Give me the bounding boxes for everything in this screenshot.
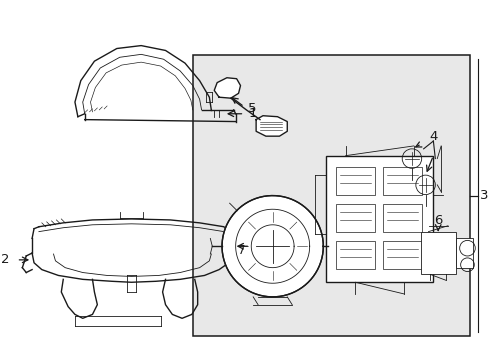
Bar [335,167,374,195]
Text: 2: 2 [1,253,10,266]
Text: 3: 3 [479,189,488,202]
Text: 7: 7 [237,244,245,257]
Text: 4: 4 [428,130,437,143]
Bar [420,231,455,274]
Polygon shape [214,78,240,98]
Bar [335,241,374,269]
Bar [335,204,374,231]
Polygon shape [222,195,323,297]
Bar [192,55,469,336]
Bar [455,238,472,268]
Bar [382,167,421,195]
Text: 1: 1 [248,107,256,120]
Polygon shape [256,116,286,136]
Bar [382,204,421,231]
Bar [382,241,421,269]
Text: 5: 5 [248,102,256,116]
Text: 6: 6 [433,215,442,228]
Bar [325,156,432,282]
